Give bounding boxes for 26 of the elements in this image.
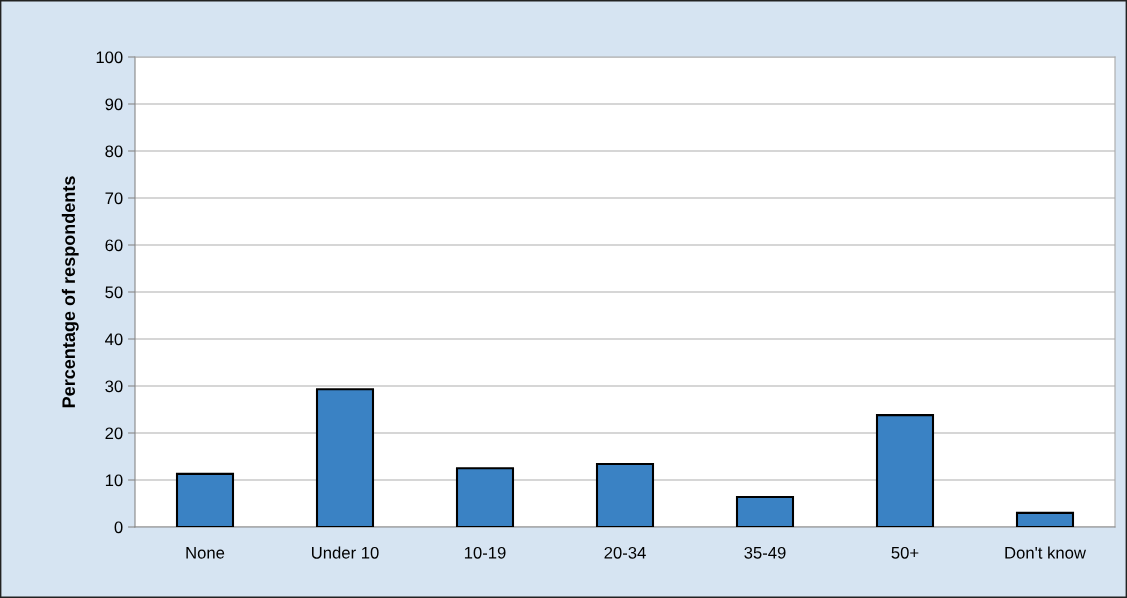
- y-tick-label: 50: [105, 286, 123, 299]
- y-tick-label: 0: [114, 521, 123, 534]
- y-tick-label: 100: [96, 51, 123, 64]
- bar: [175, 472, 235, 527]
- bar: [595, 462, 655, 527]
- y-tick-label: 40: [105, 333, 123, 346]
- x-tick-label: Under 10: [312, 546, 379, 559]
- y-axis-title: Percentage of respondents: [61, 176, 79, 408]
- y-tick-label: 80: [105, 145, 123, 158]
- x-tick-label: None: [186, 547, 225, 559]
- bar: [875, 414, 935, 527]
- bar: [1015, 511, 1075, 527]
- y-tick-label: 30: [105, 380, 123, 393]
- y-tick-label: 20: [105, 427, 123, 440]
- y-tick-label: 60: [105, 239, 123, 252]
- y-tick-label: 90: [105, 98, 123, 111]
- bar: [455, 467, 515, 527]
- y-tick-label: 10: [105, 474, 123, 487]
- x-tick-label: 35-49: [744, 546, 786, 559]
- x-tick-label: 10-19: [464, 546, 506, 559]
- x-tick-label: Don't know: [1005, 546, 1087, 559]
- bar: [315, 388, 375, 527]
- x-tick-label: 50+: [891, 546, 919, 559]
- bar: [735, 495, 795, 527]
- x-tick-label: 20-34: [604, 546, 646, 559]
- y-tick-label: 70: [105, 192, 123, 205]
